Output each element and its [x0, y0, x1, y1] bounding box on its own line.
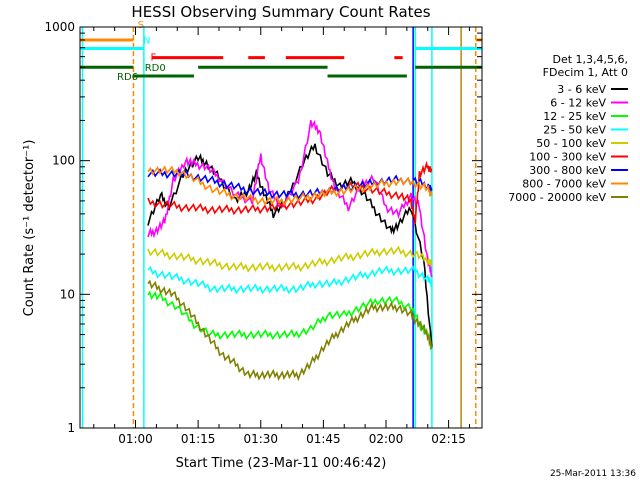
legend-header-line-1: FDecim 1, Att 0 — [543, 66, 628, 79]
timestamp: 25-Mar-2011 13:36 — [550, 469, 636, 479]
x-axis-label: Start Time (23-Mar-11 00:46:42) — [176, 456, 387, 471]
legend-label-8: 7000 - 20000 keV — [508, 191, 606, 204]
x-tick-label-3: 01:45 — [306, 432, 341, 446]
series-line-4 — [147, 245, 433, 273]
legend-label-4: 50 - 100 keV — [536, 137, 606, 150]
x-tick-label-5: 02:15 — [431, 432, 466, 446]
y-tick-label-0: 1 — [67, 421, 75, 435]
flag-label-f: F — [151, 53, 157, 64]
chart-title: HESSI Observing Summary Count Rates — [131, 3, 430, 21]
y-tick-label-1: 10 — [60, 287, 75, 301]
vertical-markers — [81, 27, 477, 428]
series-lines — [147, 119, 433, 382]
legend-label-7: 800 - 7000 keV — [522, 178, 606, 191]
x-tick-label-2: 01:30 — [243, 432, 278, 446]
legend-label-2: 12 - 25 keV — [543, 110, 606, 123]
series-line-8 — [147, 279, 433, 382]
series-line-3 — [147, 265, 433, 295]
flag-label-rd6: RD6 — [117, 72, 138, 83]
y-tick-label-3: 1000 — [44, 20, 75, 34]
legend-label-3: 25 - 50 keV — [543, 124, 606, 137]
x-tick-label-4: 02:00 — [369, 432, 404, 446]
legend-label-6: 300 - 800 keV — [529, 164, 606, 177]
flag-label-rd0: RD0 — [145, 63, 166, 74]
y-axis: 1 10 100 1000 — [44, 20, 482, 435]
series-line-1 — [147, 119, 433, 277]
y-axis-label: Count Rate (s⁻¹ detector⁻¹) — [22, 140, 37, 317]
legend-label-0: 3 - 6 keV — [557, 83, 606, 96]
x-axis: 01:00 01:15 01:30 01:45 02:00 02:15 — [93, 27, 470, 446]
series-line-7 — [147, 165, 433, 207]
y-tick-label-2: 100 — [52, 154, 75, 168]
legend: Det 1,3,4,5,6,FDecim 1, Att 0 3 - 6 keV6 … — [508, 53, 628, 204]
legend-label-5: 100 - 300 keV — [529, 151, 606, 164]
x-tick-label-0: 01:00 — [118, 432, 153, 446]
x-tick-label-1: 01:15 — [181, 432, 216, 446]
plot-frame — [79, 26, 483, 429]
legend-label-1: 6 - 12 keV — [550, 97, 606, 110]
series-line-2 — [147, 290, 433, 351]
series-line-5 — [147, 160, 433, 225]
flag-label-s: S — [138, 20, 144, 31]
flag-label-n: N — [143, 36, 150, 47]
legend-header-line-0: Det 1,3,4,5,6, — [552, 53, 628, 66]
